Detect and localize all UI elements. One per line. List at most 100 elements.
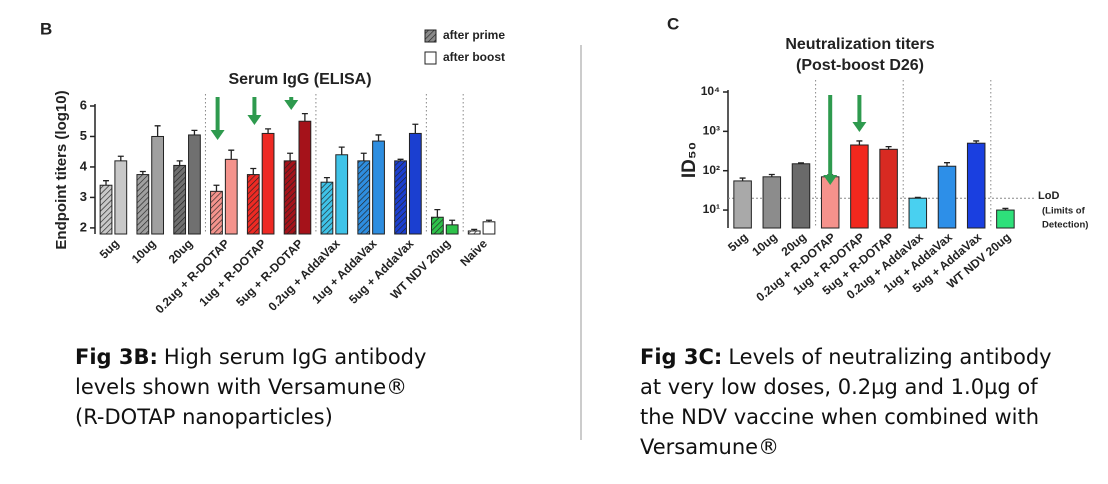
arrow-head	[284, 100, 299, 110]
error-bar	[768, 173, 775, 177]
error-bar	[397, 158, 404, 161]
caption-line: Fig 3C: Levels of neutralizing antibody	[640, 342, 1052, 372]
x-tick-label: 10ug	[129, 236, 159, 266]
bar	[966, 142, 986, 229]
error-bar	[323, 176, 330, 183]
caption-text: at very low doses, 0.2µg and 1.0µg of	[640, 375, 1038, 399]
y-tick-label: 3	[80, 189, 87, 204]
x-tick-label: Naive	[457, 236, 490, 269]
caption-line: Versamune®	[640, 432, 1052, 462]
x-tick-label: 5ug + R-DOTAP	[233, 236, 306, 309]
error-bar	[973, 140, 980, 144]
y-axis-label: ID₅₀	[679, 142, 700, 178]
y-tick-label: 10³	[703, 124, 720, 138]
caption-text: Versamune®	[640, 435, 780, 459]
error-bar	[154, 125, 161, 137]
error-bar	[914, 196, 921, 199]
error-bar	[434, 208, 441, 218]
bar	[188, 134, 201, 235]
x-tick-label: 1ug + R-DOTAP	[196, 236, 269, 309]
caption-line: the NDV vaccine when combined with	[640, 402, 1052, 432]
arrow-head	[823, 175, 838, 185]
error-bar	[1002, 207, 1009, 211]
caption-label: Fig 3B:	[75, 345, 158, 369]
x-tick-label: 10ug	[749, 230, 779, 259]
bar	[996, 209, 1015, 229]
caption-line: at very low doses, 0.2µg and 1.0µg of	[640, 372, 1052, 402]
error-bar	[191, 129, 198, 135]
caption-b: Fig 3B: High serum IgG antibody levels sho…	[75, 342, 426, 432]
bar	[908, 197, 928, 229]
caption-line: Fig 3B: High serum IgG antibody	[75, 342, 426, 372]
error-bar	[944, 162, 950, 167]
error-bar	[798, 162, 804, 164]
y-tick-label: 2	[80, 219, 87, 234]
bar-hatch	[173, 165, 186, 234]
error-bar	[139, 170, 146, 175]
bar	[762, 176, 782, 229]
panel-label: C	[667, 14, 679, 33]
y-tick-label: 6	[80, 97, 87, 112]
legend-label: after prime	[443, 28, 505, 42]
error-bar	[176, 160, 183, 166]
bar	[372, 140, 385, 235]
error-bar	[213, 184, 220, 192]
lod-label: LoD	[1038, 190, 1059, 202]
caption-line: levels shown with Versamune®	[75, 372, 426, 402]
caption-text: (R-DOTAP nanoparticles)	[75, 405, 333, 429]
bar-hatch	[210, 191, 223, 234]
bar	[261, 132, 275, 235]
bar-hatch	[321, 182, 333, 234]
error-bar	[250, 167, 257, 175]
arrow-head	[852, 122, 867, 132]
bar	[937, 165, 957, 229]
error-bar	[265, 128, 272, 134]
error-bar	[287, 152, 294, 161]
x-tick-label: 5ug	[97, 236, 122, 261]
arrow-head	[210, 130, 225, 140]
chart-subtitle: (Post-boost D26)	[796, 57, 924, 74]
error-bar	[485, 219, 492, 222]
error-bar	[301, 112, 308, 122]
error-bar	[228, 149, 235, 160]
y-tick-label: 4	[80, 158, 88, 173]
bar	[445, 224, 459, 235]
legend-swatch	[424, 51, 437, 65]
bar	[733, 180, 752, 229]
error-bar	[885, 145, 892, 150]
y-tick-label: 5	[80, 128, 87, 143]
legend-label: after boost	[443, 50, 505, 64]
bar-hatch	[136, 174, 149, 234]
y-tick-label: 10²	[703, 163, 720, 177]
error-bar	[338, 146, 345, 155]
caption-label: Fig 3C:	[640, 345, 723, 369]
error-bar	[449, 219, 456, 225]
bar	[879, 148, 898, 229]
bar-hatch	[431, 217, 444, 234]
error-bar	[856, 140, 863, 145]
bar-hatch	[284, 160, 296, 234]
bar	[850, 144, 869, 229]
x-tick-label: 5ug + AddaVax	[346, 236, 416, 306]
bar-hatch	[247, 174, 260, 234]
error-bar	[103, 180, 110, 186]
caption-text: Levels of neutralizing antibody	[728, 345, 1052, 369]
bar	[408, 132, 422, 235]
y-tick-label: 10⁴	[701, 84, 720, 98]
error-bar	[739, 177, 746, 181]
x-tick-label: 1ug + AddaVax	[309, 236, 379, 306]
bar	[335, 154, 349, 235]
bar-hatch	[357, 160, 370, 234]
bar	[224, 158, 238, 235]
bar	[114, 160, 128, 235]
bar	[151, 135, 165, 235]
error-bar	[471, 228, 478, 231]
error-bar	[375, 134, 382, 142]
chart-title: Neutralization titers	[785, 36, 934, 53]
error-bar	[412, 123, 419, 134]
y-axis-label: Endpoint titers (log10)	[53, 90, 70, 249]
bar-hatch	[100, 185, 112, 234]
caption-text: levels shown with Versamune®	[75, 375, 408, 399]
